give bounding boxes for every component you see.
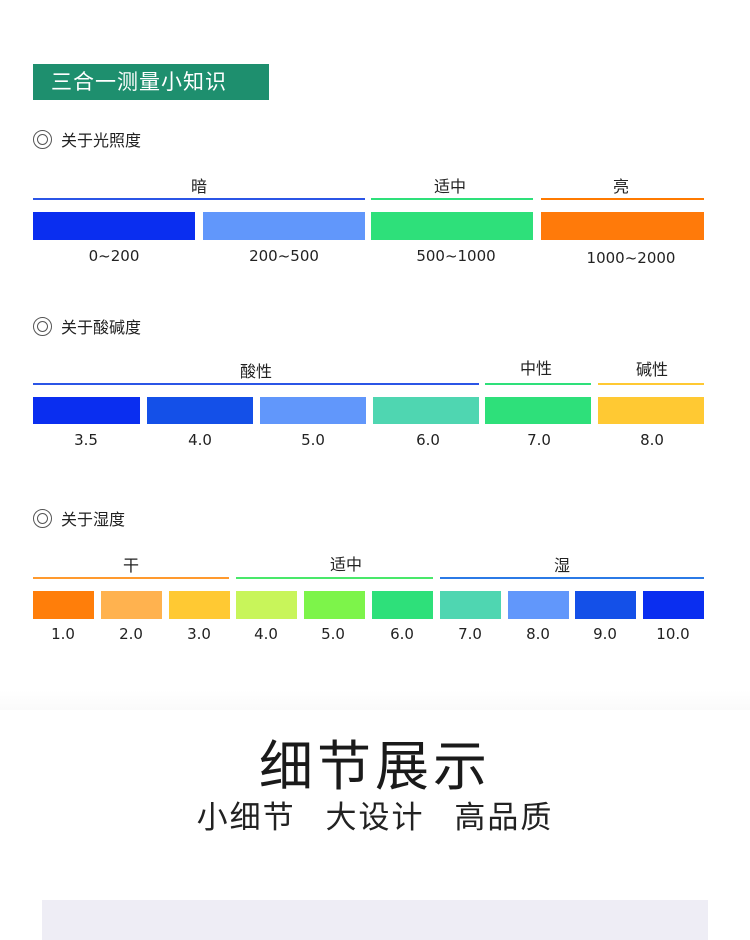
ph-value: 4.0 (188, 431, 212, 449)
humidity-heading-text: 关于湿度 (61, 510, 126, 529)
humidity-value: 3.0 (187, 625, 211, 643)
ph-value: 6.0 (416, 431, 440, 449)
ph-block (598, 397, 704, 424)
ph-heading: 关于酸碱度 (33, 314, 141, 338)
humidity-block (304, 591, 365, 619)
humidity-value: 2.0 (119, 625, 143, 643)
light-block (541, 212, 704, 240)
ph-block (260, 397, 366, 424)
humidity-line-dry (33, 577, 229, 579)
detail-title: 细节展示 (259, 735, 491, 798)
humidity-category-dry: 干 (122, 556, 140, 575)
humidity-line-wet (440, 577, 704, 579)
target-icon (33, 316, 52, 336)
humidity-block (508, 591, 569, 619)
light-category-moderate: 适中 (433, 177, 467, 196)
target-icon (33, 508, 52, 528)
humidity-block (575, 591, 636, 619)
humidity-block (440, 591, 501, 619)
light-line-bright (541, 198, 704, 200)
ph-value: 7.0 (527, 431, 551, 449)
target-icon (33, 129, 52, 149)
humidity-value: 8.0 (526, 625, 550, 643)
ph-value: 8.0 (640, 431, 664, 449)
light-line-moderate (371, 198, 533, 200)
humidity-block (372, 591, 433, 619)
humidity-block (101, 591, 162, 619)
humidity-value: 9.0 (593, 625, 617, 643)
humidity-category-moderate: 适中 (329, 555, 363, 574)
ph-line-alkaline (598, 383, 704, 385)
humidity-value: 7.0 (458, 625, 482, 643)
humidity-category-wet: 湿 (553, 556, 571, 575)
humidity-block (643, 591, 704, 619)
ph-category-neutral: 中性 (519, 359, 553, 378)
light-value: 1000~2000 (586, 249, 676, 267)
detail-subtitle: 小细节 大设计 高品质 (196, 800, 554, 836)
ph-block (33, 397, 140, 424)
humidity-value: 4.0 (254, 625, 278, 643)
light-block (33, 212, 195, 240)
section-title-banner: 三合一测量小知识 (33, 64, 269, 100)
light-value: 200~500 (249, 247, 319, 265)
light-block (371, 212, 533, 240)
light-value: 0~200 (88, 247, 140, 265)
light-block (203, 212, 365, 240)
humidity-value: 5.0 (321, 625, 345, 643)
ph-block (485, 397, 591, 424)
ph-heading-text: 关于酸碱度 (61, 318, 142, 337)
humidity-block (33, 591, 94, 619)
ph-line-neutral (485, 383, 591, 385)
light-value: 500~1000 (416, 247, 496, 265)
light-line-dark (33, 198, 365, 200)
humidity-value: 10.0 (656, 625, 690, 643)
ph-line-acid (33, 383, 479, 385)
ph-category-acid: 酸性 (239, 362, 273, 381)
humidity-value: 6.0 (390, 625, 414, 643)
humidity-heading: 关于湿度 (33, 506, 125, 530)
ph-value: 3.5 (74, 431, 98, 449)
ph-value: 5.0 (301, 431, 325, 449)
light-heading: 关于光照度 (33, 127, 141, 151)
light-heading-text: 关于光照度 (61, 131, 142, 150)
ph-block (147, 397, 253, 424)
light-category-bright: 亮 (612, 177, 630, 196)
section-divider (0, 690, 750, 710)
humidity-block (169, 591, 230, 619)
product-image-panel (42, 900, 708, 940)
ph-category-alkaline: 碱性 (635, 360, 669, 379)
ph-block (373, 397, 479, 424)
humidity-block (236, 591, 297, 619)
humidity-line-moderate (236, 577, 433, 579)
light-category-dark: 暗 (190, 177, 208, 196)
humidity-value: 1.0 (51, 625, 75, 643)
